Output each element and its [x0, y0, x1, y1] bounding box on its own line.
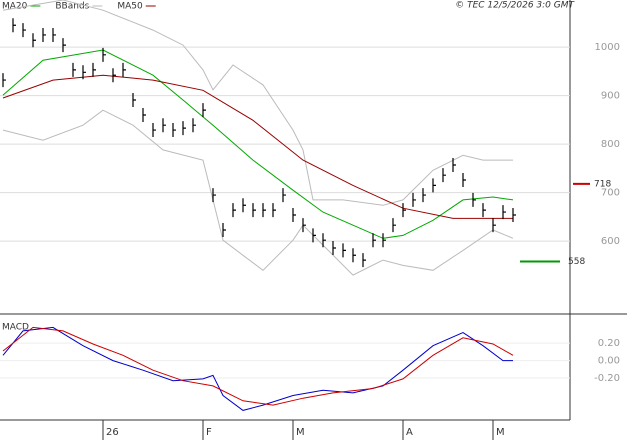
price-bar: [382, 233, 386, 248]
price-bar: [322, 233, 326, 248]
price-bar: [312, 228, 316, 243]
price-bar: [302, 218, 306, 233]
price-bar: [352, 248, 356, 263]
price-bar: [162, 118, 166, 133]
y-tick-label: 0.00: [598, 356, 620, 367]
price-bar: [132, 92, 136, 107]
y-tick-label: 0.20: [598, 338, 620, 349]
y-tick-label: 800: [601, 139, 620, 150]
y-tick-label: 900: [601, 91, 620, 102]
price-bar: [512, 207, 516, 222]
overlay-line: [2, 109, 514, 276]
price-bar: [182, 121, 186, 136]
price-bar: [292, 207, 296, 222]
price-bar: [42, 27, 46, 42]
x-tick-label: F: [206, 427, 212, 438]
overlay-line: [2, 49, 514, 239]
price-bar: [2, 73, 6, 88]
macd-line: [2, 326, 513, 411]
price-bar: [432, 178, 436, 193]
price-bar: [12, 18, 16, 33]
price-bar: [402, 203, 406, 218]
macd-line: [2, 326, 514, 406]
price-bar: [252, 203, 256, 218]
legend-label: MA50: [117, 2, 143, 12]
x-tick-label: M: [496, 427, 505, 438]
x-tick-label: 26: [106, 427, 119, 438]
price-bar: [472, 192, 476, 207]
price-bar: [82, 65, 86, 80]
price-bar: [32, 33, 36, 48]
legend: MA20 BBands MA50: [2, 2, 156, 12]
level-label: 558: [568, 257, 585, 267]
price-bar: [502, 205, 506, 220]
price-bar: [152, 123, 156, 138]
price-bar: [72, 62, 76, 77]
price-bar: [92, 62, 96, 77]
price-bar: [282, 188, 286, 203]
y-tick-label: 700: [601, 188, 620, 199]
price-bar: [142, 108, 146, 123]
price-bar: [262, 203, 266, 218]
price-bar: [492, 218, 496, 233]
price-bar: [192, 118, 196, 133]
price-bar: [52, 27, 56, 42]
price-bar: [482, 203, 486, 218]
price-bar: [392, 218, 396, 233]
price-bar: [122, 62, 126, 77]
price-bar: [342, 243, 346, 258]
legend-label: BBands: [55, 2, 89, 12]
overlay-line: [2, 74, 513, 219]
price-bar: [452, 157, 456, 172]
x-tick-label: M: [296, 427, 305, 438]
y-tick-label: 600: [601, 236, 620, 247]
price-bar: [62, 38, 66, 53]
price-bar: [202, 103, 206, 118]
price-bar: [462, 173, 466, 188]
overlay-line: [2, 0, 513, 206]
price-bar: [22, 23, 26, 38]
price-bar: [422, 188, 426, 203]
price-bar: [102, 47, 106, 62]
price-bar: [212, 188, 216, 203]
y-tick-label: -0.20: [594, 373, 620, 384]
price-bar: [172, 123, 176, 138]
copyright: © TEC 12/5/2026 3:0 GMT: [455, 1, 575, 11]
price-bar: [442, 168, 446, 183]
price-bar: [362, 253, 366, 268]
price-bar: [232, 203, 236, 218]
x-tick-label: A: [406, 427, 413, 438]
price-bar: [412, 192, 416, 207]
price-bar: [242, 198, 246, 213]
price-bar: [332, 240, 336, 255]
price-bar: [222, 223, 226, 238]
legend-label: MA20: [2, 2, 28, 12]
macd-label: MACD: [2, 323, 29, 333]
price-bar: [112, 68, 116, 83]
level-label: 718: [594, 179, 611, 189]
price-bar: [272, 203, 276, 218]
y-tick-label: 1000: [595, 42, 620, 53]
price-bar: [372, 233, 376, 248]
